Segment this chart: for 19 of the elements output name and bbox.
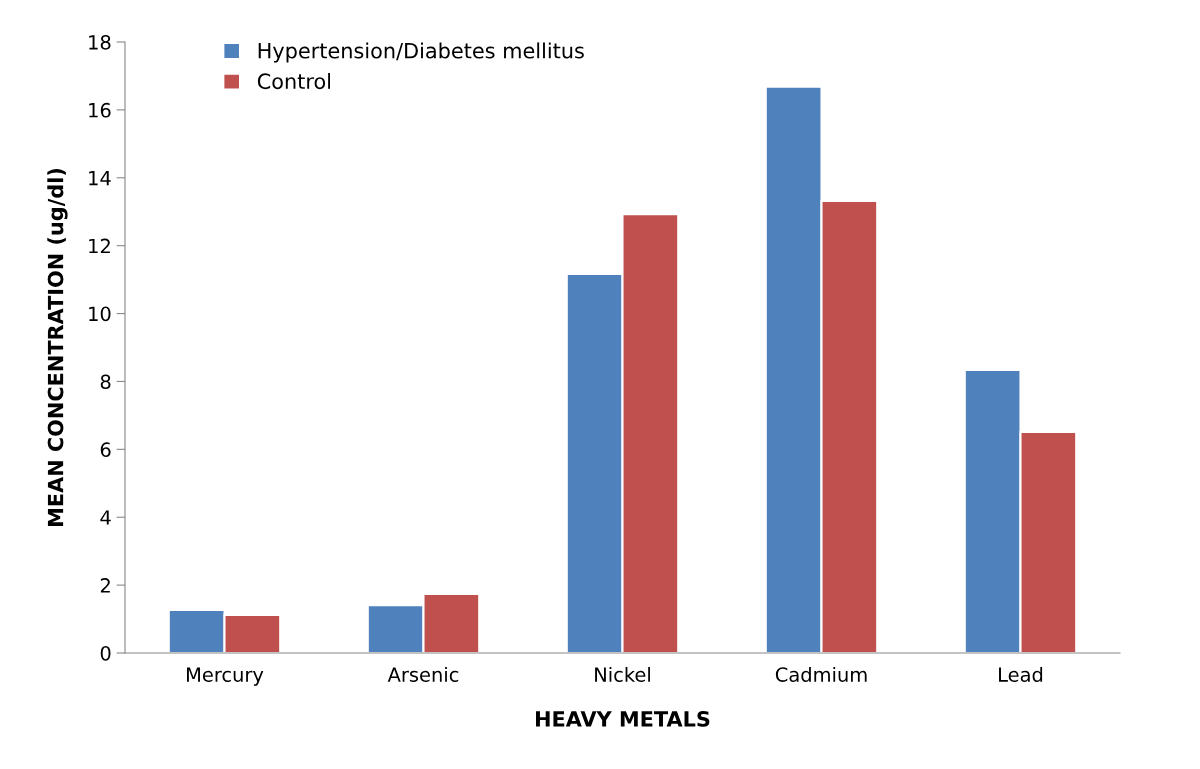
y-tick-label: 2 bbox=[100, 578, 110, 593]
legend-label: Control bbox=[257, 73, 331, 90]
y-tick-label: 8 bbox=[100, 374, 111, 390]
x-tick-label: Cadmium bbox=[775, 666, 867, 682]
x-tick-label: Mercury bbox=[187, 667, 264, 686]
y-tick-label: 0 bbox=[100, 645, 111, 661]
y-tick-label: 18 bbox=[89, 34, 111, 50]
y-tick-label: 4 bbox=[100, 510, 111, 525]
y-tick-label: 14 bbox=[89, 170, 111, 186]
x-tick-label: Lead bbox=[999, 666, 1043, 682]
y-tick-label: 6 bbox=[100, 442, 111, 457]
y-axis-title: MEAN CONCENTRATION (ug/dl) bbox=[47, 168, 68, 526]
y-tick-label: 12 bbox=[89, 238, 110, 254]
x-axis-title: HEAVY METALS bbox=[536, 711, 710, 727]
legend-label: Hypertension/Diabetes mellitus bbox=[258, 42, 584, 63]
x-tick-label: Nickel bbox=[595, 666, 650, 682]
y-tick-label: 10 bbox=[89, 306, 111, 322]
y-tick-label: 16 bbox=[89, 102, 111, 118]
x-tick-label: Arsenic bbox=[387, 666, 459, 682]
